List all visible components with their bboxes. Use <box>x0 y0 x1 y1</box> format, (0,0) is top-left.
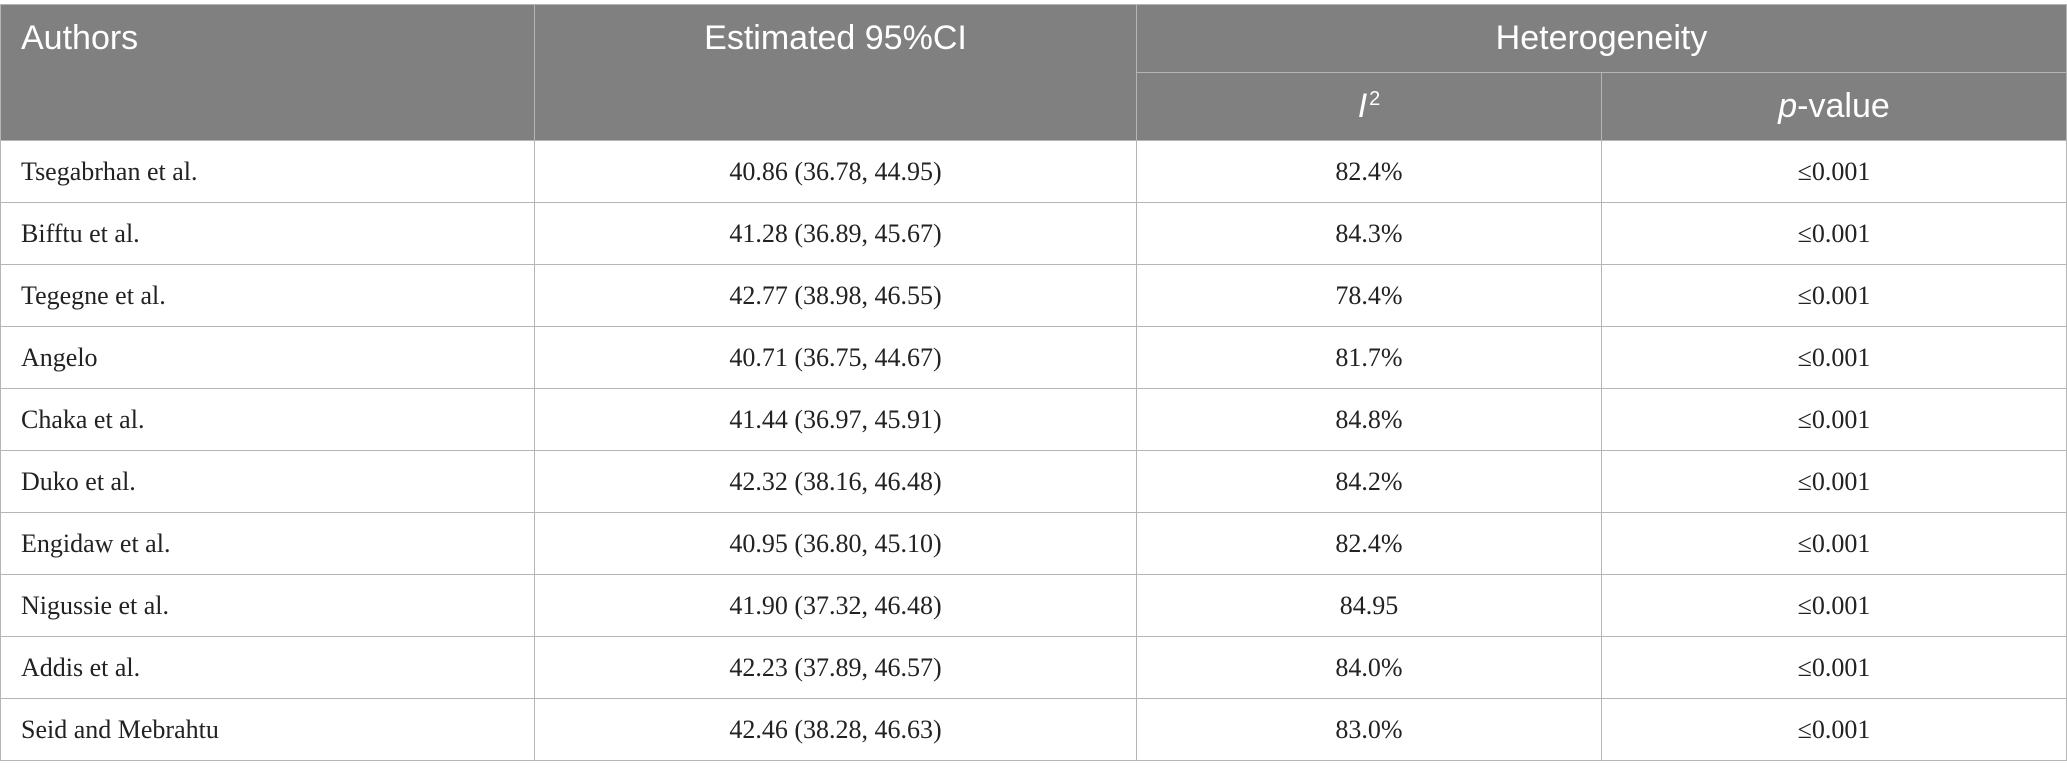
estimate-cell: 40.71 (36.75, 44.67) <box>534 326 1137 389</box>
p-value-suffix: -value <box>1797 87 1890 125</box>
i-squared-letter: I <box>1357 87 1368 125</box>
p-value-cell: ≤0.001 <box>1601 140 2067 203</box>
p-value-cell: ≤0.001 <box>1601 698 2067 761</box>
i-squared-cell: 84.8% <box>1136 388 1602 451</box>
i-squared-cell: 84.0% <box>1136 636 1602 699</box>
p-value-cell: ≤0.001 <box>1601 202 2067 265</box>
author-cell: Bifftu et al. <box>0 202 535 265</box>
p-value-cell: ≤0.001 <box>1601 450 2067 513</box>
estimate-cell: 42.77 (38.98, 46.55) <box>534 264 1137 327</box>
i-squared-cell: 82.4% <box>1136 512 1602 575</box>
header-heterogeneity: Heterogeneity <box>1136 4 2067 73</box>
table-row: Chaka et al. 41.44 (36.97, 45.91) 84.8% ≤0.… <box>0 388 2067 451</box>
table-row: Tsegabrhan et al. 40.86 (36.78, 44.95) 82.… <box>0 140 2067 203</box>
i-squared-cell: 81.7% <box>1136 326 1602 389</box>
i-squared-cell: 83.0% <box>1136 698 1602 761</box>
i-squared-superscript: 2 <box>1369 88 1381 110</box>
table-row: Angelo 40.71 (36.75, 44.67) 81.7% ≤0.001 <box>0 326 2067 389</box>
table-row: Tegegne et al. 42.77 (38.98, 46.55) 78.4% ≤… <box>0 264 2067 327</box>
author-cell: Tegegne et al. <box>0 264 535 327</box>
author-cell: Addis et al. <box>0 636 535 699</box>
author-cell: Duko et al. <box>0 450 535 513</box>
i-squared-cell: 82.4% <box>1136 140 1602 203</box>
estimate-cell: 41.44 (36.97, 45.91) <box>534 388 1137 451</box>
table-row: Bifftu et al. 41.28 (36.89, 45.67) 84.3% ≤0… <box>0 202 2067 265</box>
author-cell: Nigussie et al. <box>0 574 535 637</box>
table-row: Engidaw et al. 40.95 (36.80, 45.10) 82.4% ≤… <box>0 512 2067 575</box>
author-cell: Angelo <box>0 326 535 389</box>
estimate-cell: 40.86 (36.78, 44.95) <box>534 140 1137 203</box>
header-p-value: p-value <box>1601 72 2067 141</box>
i-squared-cell: 78.4% <box>1136 264 1602 327</box>
header-row-top: Authors Estimated 95%CI Heterogeneity <box>0 4 2067 141</box>
i-squared-cell: 84.3% <box>1136 202 1602 265</box>
estimate-cell: 41.90 (37.32, 46.48) <box>534 574 1137 637</box>
estimate-cell: 40.95 (36.80, 45.10) <box>534 512 1137 575</box>
p-value-cell: ≤0.001 <box>1601 574 2067 637</box>
estimate-cell: 42.32 (38.16, 46.48) <box>534 450 1137 513</box>
p-letter: p <box>1778 87 1798 125</box>
author-cell: Engidaw et al. <box>0 512 535 575</box>
author-cell: Tsegabrhan et al. <box>0 140 535 203</box>
header-authors: Authors <box>0 4 535 141</box>
table-body: Tsegabrhan et al. 40.86 (36.78, 44.95) 82.… <box>0 140 2067 761</box>
table-row: Seid and Mebrahtu 42.46 (38.28, 46.63) 83.… <box>0 698 2067 761</box>
p-value-cell: ≤0.001 <box>1601 636 2067 699</box>
table-row: Addis et al. 42.23 (37.89, 46.57) 84.0% ≤0.… <box>0 636 2067 699</box>
i-squared-cell: 84.2% <box>1136 450 1602 513</box>
estimate-cell: 42.46 (38.28, 46.63) <box>534 698 1137 761</box>
estimate-cell: 41.28 (36.89, 45.67) <box>534 202 1137 265</box>
p-value-cell: ≤0.001 <box>1601 326 2067 389</box>
p-value-cell: ≤0.001 <box>1601 264 2067 327</box>
author-cell: Seid and Mebrahtu <box>0 698 535 761</box>
table-row: Nigussie et al. 41.90 (37.32, 46.48) 84.95… <box>0 574 2067 637</box>
p-value-cell: ≤0.001 <box>1601 512 2067 575</box>
estimate-cell: 42.23 (37.89, 46.57) <box>534 636 1137 699</box>
author-cell: Chaka et al. <box>0 388 535 451</box>
i-squared-cell: 84.95 <box>1136 574 1602 637</box>
p-value-cell: ≤0.001 <box>1601 388 2067 451</box>
header-estimated-ci: Estimated 95%CI <box>534 4 1137 141</box>
table-row: Duko et al. 42.32 (38.16, 46.48) 84.2% ≤0.0… <box>0 450 2067 513</box>
